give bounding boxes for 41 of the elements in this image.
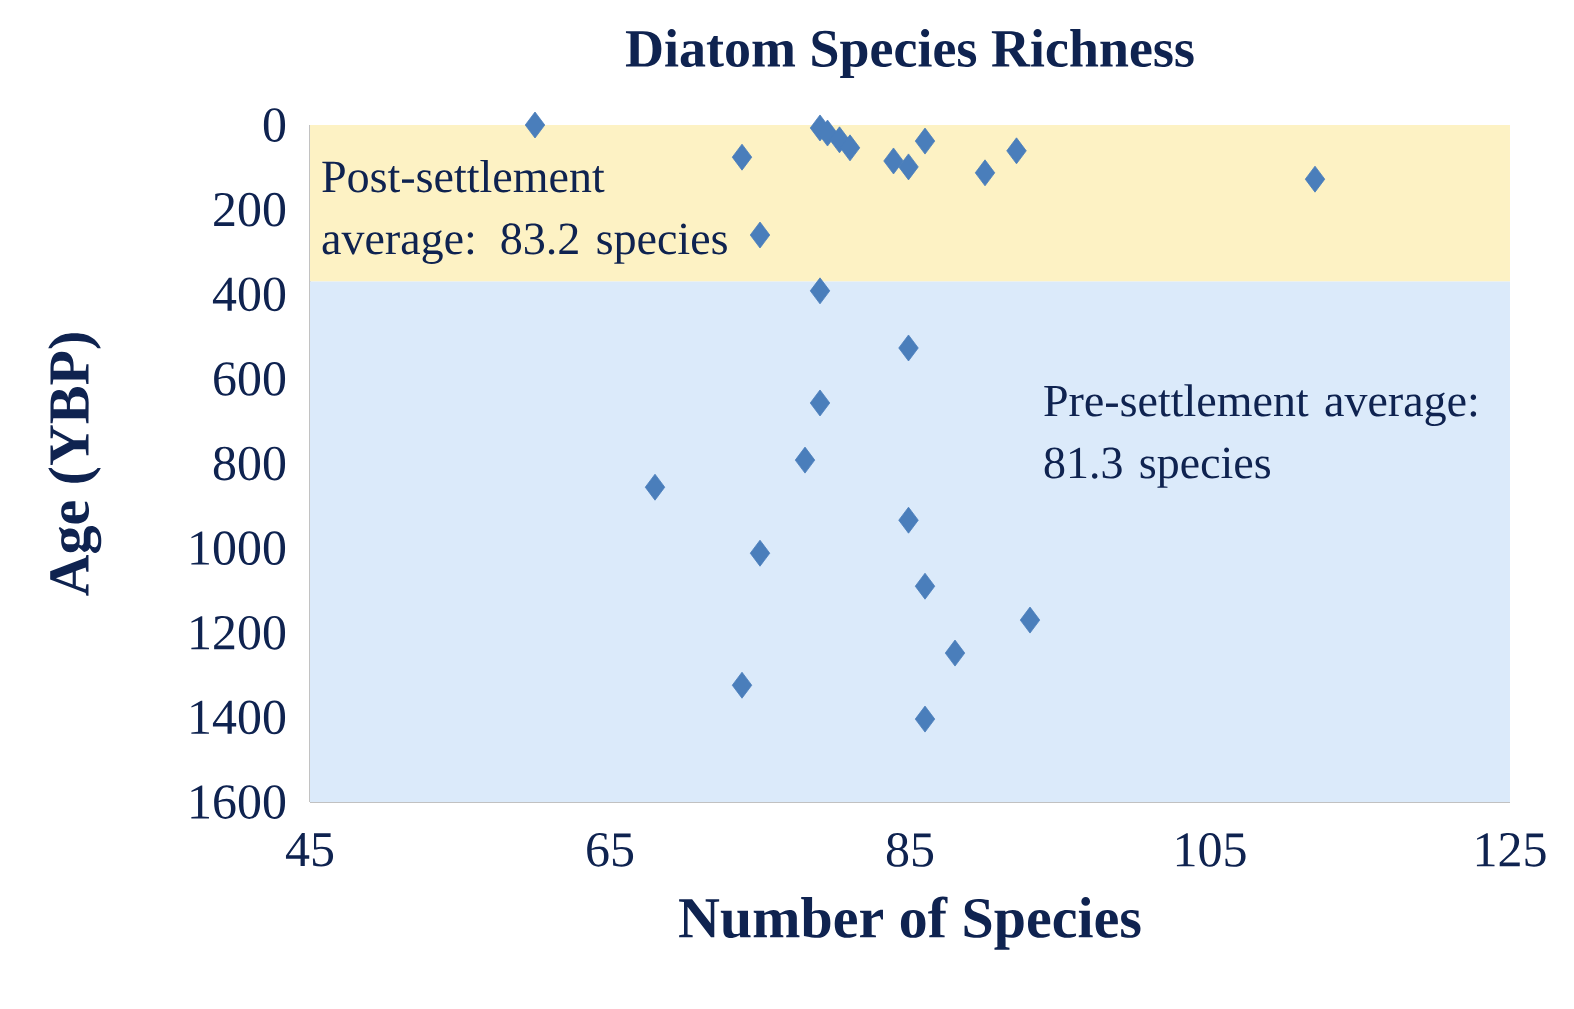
point [974, 159, 996, 187]
point [914, 127, 936, 155]
point [898, 153, 919, 181]
y-tick-label: 1000 [191, 531, 286, 566]
point [898, 334, 919, 362]
x-tick-label: 45 [285, 833, 334, 867]
point [524, 111, 546, 139]
point [1006, 137, 1027, 165]
chart-title: Diatom Species Richness [625, 29, 1194, 79]
y-tick-label: 200 [214, 192, 286, 227]
x-tick-label: 105 [1176, 833, 1246, 867]
x-tick-label: 85 [886, 833, 934, 867]
point [914, 572, 936, 600]
y-tick-label: 1400 [191, 700, 286, 735]
point [914, 705, 936, 733]
point [809, 389, 831, 417]
y-tick-label: 1600 [191, 785, 286, 819]
point [839, 134, 861, 162]
point [749, 221, 771, 249]
y-tick-label: 1200 [191, 615, 286, 650]
point [731, 143, 753, 171]
x-tick-label: 65 [587, 833, 634, 867]
point [644, 473, 666, 501]
point [731, 671, 753, 699]
point [944, 639, 966, 667]
y-tick-label: 0 [263, 108, 286, 142]
point [898, 506, 919, 534]
y-tick-label: 800 [213, 446, 286, 481]
point [883, 147, 904, 175]
point [794, 446, 816, 474]
x-tick-label: 125 [1476, 833, 1546, 867]
band-label: Pre-settlement average: 81.3 species [1044, 384, 1477, 488]
point [809, 277, 831, 305]
band-label: Post-settlement average: 83.2 species [322, 160, 727, 264]
y-tick-label: 400 [212, 277, 286, 312]
point [1304, 165, 1326, 193]
x-axis-title: Number of Species [679, 896, 1141, 950]
point [749, 539, 771, 567]
y-axis-title: Age (YBP) [48, 333, 102, 596]
point [1019, 606, 1041, 634]
y-tick-label: 600 [214, 362, 286, 396]
